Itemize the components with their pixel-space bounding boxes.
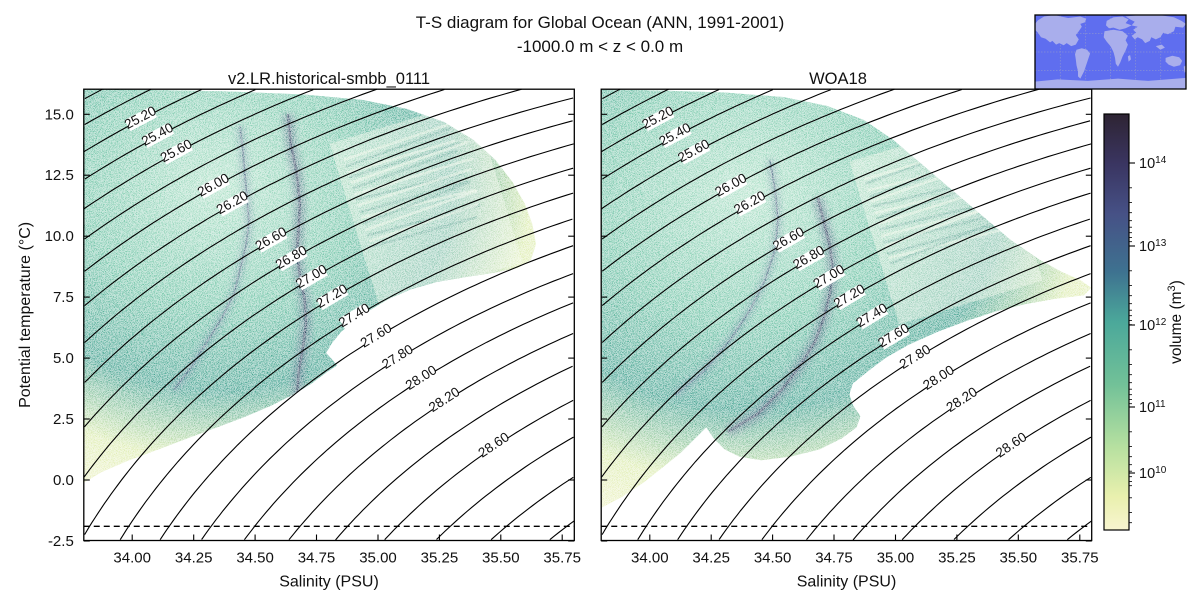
svg-text:WOA18: WOA18 — [809, 70, 867, 88]
svg-text:35.25: 35.25 — [938, 550, 976, 567]
svg-text:-1000.0 m < z < 0.0 m: -1000.0 m < z < 0.0 m — [517, 37, 683, 56]
svg-text:35.00: 35.00 — [359, 550, 397, 567]
svg-text:34.00: 34.00 — [631, 550, 669, 567]
svg-text:34.50: 34.50 — [236, 550, 274, 567]
svg-text:35.50: 35.50 — [482, 550, 520, 567]
svg-text:volume (m3): volume (m3) — [1166, 280, 1185, 364]
svg-text:35.75: 35.75 — [543, 550, 581, 567]
svg-text:v2.LR.historical-smbb_0111: v2.LR.historical-smbb_0111 — [228, 70, 430, 88]
svg-text:0.0: 0.0 — [53, 472, 74, 489]
svg-text:35.00: 35.00 — [877, 550, 915, 567]
svg-text:34.25: 34.25 — [175, 550, 213, 567]
svg-text:10.0: 10.0 — [45, 228, 74, 245]
svg-text:15.0: 15.0 — [45, 106, 74, 123]
svg-text:34.00: 34.00 — [113, 550, 151, 567]
svg-text:Salinity (PSU): Salinity (PSU) — [279, 574, 379, 591]
svg-text:5.0: 5.0 — [53, 350, 74, 367]
svg-text:35.50: 35.50 — [1000, 550, 1038, 567]
svg-text:-2.5: -2.5 — [48, 533, 74, 550]
svg-text:35.75: 35.75 — [1061, 550, 1099, 567]
svg-text:34.75: 34.75 — [815, 550, 853, 567]
svg-text:34.75: 34.75 — [298, 550, 336, 567]
svg-text:2.5: 2.5 — [53, 411, 74, 428]
svg-text:35.25: 35.25 — [421, 550, 459, 567]
svg-text:7.5: 7.5 — [53, 289, 74, 306]
svg-text:34.50: 34.50 — [754, 550, 792, 567]
svg-text:T-S diagram for Global Ocean (: T-S diagram for Global Ocean (ANN, 1991-… — [416, 13, 785, 32]
svg-text:Salinity (PSU): Salinity (PSU) — [797, 574, 897, 591]
svg-text:12.5: 12.5 — [45, 167, 74, 184]
svg-text:Potential temperature (°C): Potential temperature (°C) — [17, 222, 34, 408]
svg-text:34.25: 34.25 — [692, 550, 730, 567]
